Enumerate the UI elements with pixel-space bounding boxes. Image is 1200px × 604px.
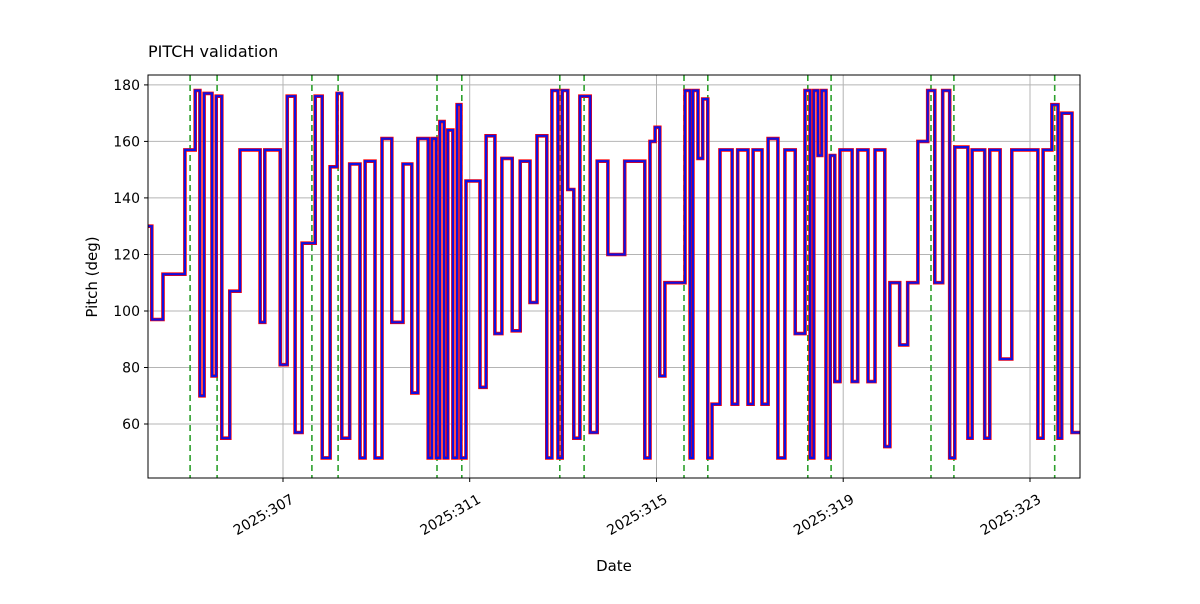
x-tick-label: 2025:311: [418, 492, 484, 539]
x-tick-label: 2025:315: [604, 492, 670, 539]
y-tick-label: 120: [113, 248, 140, 264]
data-series: [148, 88, 1080, 460]
y-tick-label: 140: [113, 191, 140, 207]
chart-title: PITCH validation: [148, 42, 278, 61]
plot-border: [147, 74, 1081, 479]
x-tick-label: 2025:319: [791, 492, 857, 539]
y-tick-label: 160: [113, 134, 140, 150]
series-pitch-measured: [148, 89, 1080, 459]
event-lines: [189, 75, 1056, 478]
y-tick-label: 60: [122, 417, 140, 433]
x-tick-label: 2025:323: [978, 492, 1044, 539]
y-tick-label: 180: [113, 78, 140, 94]
x-tick-label: 2025:307: [231, 492, 297, 539]
y-tick-label: 80: [122, 361, 140, 377]
y-axis-label: Pitch (deg): [83, 236, 101, 317]
x-axis-label: Date: [596, 557, 632, 575]
y-tick-label: 100: [113, 304, 140, 320]
